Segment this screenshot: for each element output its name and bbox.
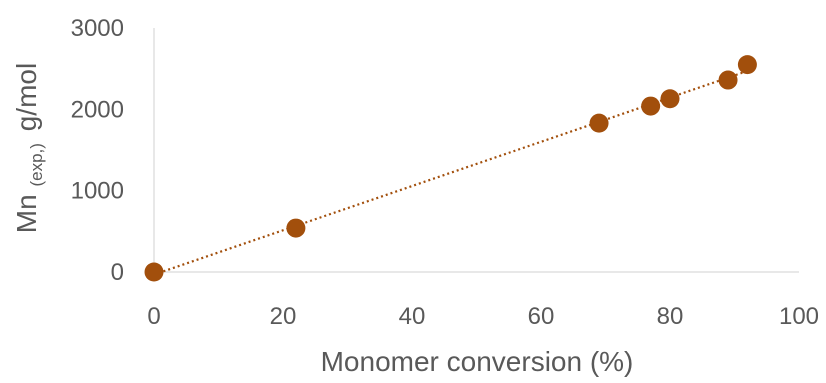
data-point — [286, 218, 306, 238]
x-tick-label: 60 — [528, 303, 555, 330]
data-point — [718, 70, 738, 90]
axes — [153, 28, 799, 273]
y-axis-title-unit: g/mol — [11, 63, 42, 131]
x-tick-label: 20 — [270, 303, 297, 330]
data-point — [737, 55, 757, 75]
data-point — [660, 89, 680, 109]
x-tick-label: 40 — [399, 303, 426, 330]
y-tick-label: 2000 — [71, 96, 124, 123]
data-points — [144, 55, 757, 282]
x-tick-label: 0 — [147, 303, 160, 330]
data-point — [144, 262, 164, 282]
y-axis-title: Mn (exp,) g/mol — [11, 63, 48, 233]
x-tick-labels: 0 20 40 60 80 100 — [147, 303, 819, 330]
x-tick-label: 80 — [657, 303, 684, 330]
y-axis-title-main: Mn — [11, 194, 42, 233]
y-tick-label: 3000 — [71, 15, 124, 42]
y-tick-label: 1000 — [71, 178, 124, 205]
data-point — [589, 113, 609, 133]
y-axis-title-subscript: (exp,) — [27, 143, 46, 186]
x-axis-title: Monomer conversion (%) — [321, 346, 634, 377]
y-tick-labels: 0 1000 2000 3000 — [71, 15, 124, 286]
data-point — [641, 96, 661, 116]
x-tick-label: 100 — [779, 303, 819, 330]
y-tick-label: 0 — [111, 259, 124, 286]
